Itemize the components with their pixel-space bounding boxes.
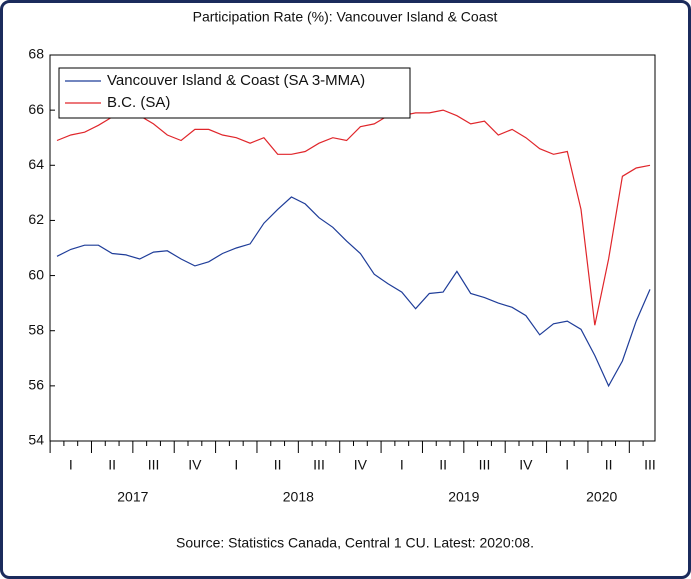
y-tick-label: 64 xyxy=(28,156,44,172)
year-label: 2017 xyxy=(117,489,148,505)
chart-title: Participation Rate (%): Vancouver Island… xyxy=(193,9,498,25)
legend-label: Vancouver Island & Coast (SA 3-MMA) xyxy=(107,72,365,89)
plot-frame xyxy=(49,54,656,442)
x-tick-label: II xyxy=(274,457,282,473)
x-tick-label: II xyxy=(605,457,613,473)
x-tick-label: IV xyxy=(354,457,368,473)
x-tick-label: I xyxy=(234,457,238,473)
legend-label: B.C. (SA) xyxy=(107,94,170,111)
x-tick-label: II xyxy=(439,457,447,473)
x-tick-label: III xyxy=(148,457,160,473)
y-tick-label: 60 xyxy=(28,266,44,282)
x-tick-label: II xyxy=(108,457,116,473)
x-tick-label: III xyxy=(479,457,491,473)
y-tick-label: 56 xyxy=(28,377,44,393)
x-tick-label: III xyxy=(313,457,325,473)
y-tick-label: 54 xyxy=(28,432,44,448)
x-tick-label: III xyxy=(644,457,656,473)
series-line xyxy=(56,196,651,388)
x-tick-label: IV xyxy=(188,457,202,473)
y-tick-label: 66 xyxy=(28,101,44,117)
series-line xyxy=(56,109,651,326)
year-label: 2018 xyxy=(283,489,314,505)
year-label: 2019 xyxy=(448,489,479,505)
year-label: 2020 xyxy=(586,489,617,505)
y-tick-label: 62 xyxy=(28,211,44,227)
x-tick-label: I xyxy=(400,457,404,473)
x-tick-label: IV xyxy=(519,457,533,473)
source-note: Source: Statistics Canada, Central 1 CU.… xyxy=(176,535,534,551)
x-tick-label: I xyxy=(69,457,73,473)
y-tick-label: 68 xyxy=(28,46,44,62)
y-tick-label: 58 xyxy=(28,321,44,337)
x-tick-label: I xyxy=(565,457,569,473)
legend-box xyxy=(58,67,411,119)
